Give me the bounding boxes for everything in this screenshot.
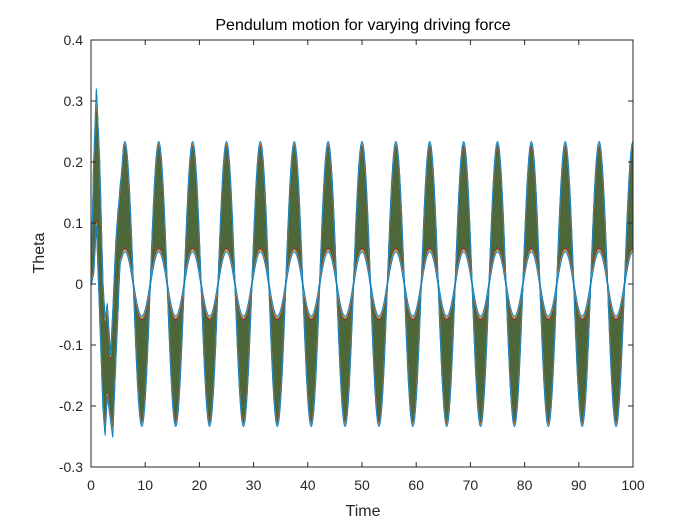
plot-area — [91, 40, 633, 467]
x-tick-label: 0 — [87, 477, 95, 493]
x-tick-label: 80 — [517, 477, 533, 493]
series-6-upper-trace — [91, 88, 633, 356]
signal-group — [91, 88, 633, 438]
series-6-lower-trace — [91, 225, 633, 438]
chart-title: Pendulum motion for varying driving forc… — [215, 17, 510, 34]
x-tick-label: 50 — [354, 477, 370, 493]
y-tick-label: -0.3 — [59, 459, 83, 475]
y-tick-label: -0.2 — [59, 398, 83, 414]
y-tick-label: 0.2 — [64, 154, 84, 170]
x-tick-label: 20 — [192, 477, 208, 493]
x-tick-label: 40 — [300, 477, 316, 493]
x-tick-label: 90 — [571, 477, 587, 493]
y-tick-label: 0 — [75, 276, 83, 292]
y-tick-label: -0.1 — [59, 337, 83, 353]
y-tick-label: 0.3 — [64, 93, 84, 109]
x-tick-label: 60 — [408, 477, 424, 493]
axes: 0 10 20 30 40 50 60 70 80 90 100 -0.3 -0.2 -0.1 0 0.1 0.… — [59, 32, 645, 493]
x-tick-label: 10 — [137, 477, 153, 493]
x-axis-label: Time — [346, 503, 381, 520]
x-tick-label: 70 — [463, 477, 479, 493]
x-tick-label: 30 — [246, 477, 262, 493]
y-axis-label: Theta — [31, 232, 48, 273]
y-tick-label: 0.4 — [64, 32, 84, 48]
plot-background — [91, 40, 633, 467]
x-tick-label: 100 — [621, 477, 645, 493]
y-tick-label: 0.1 — [64, 215, 84, 231]
